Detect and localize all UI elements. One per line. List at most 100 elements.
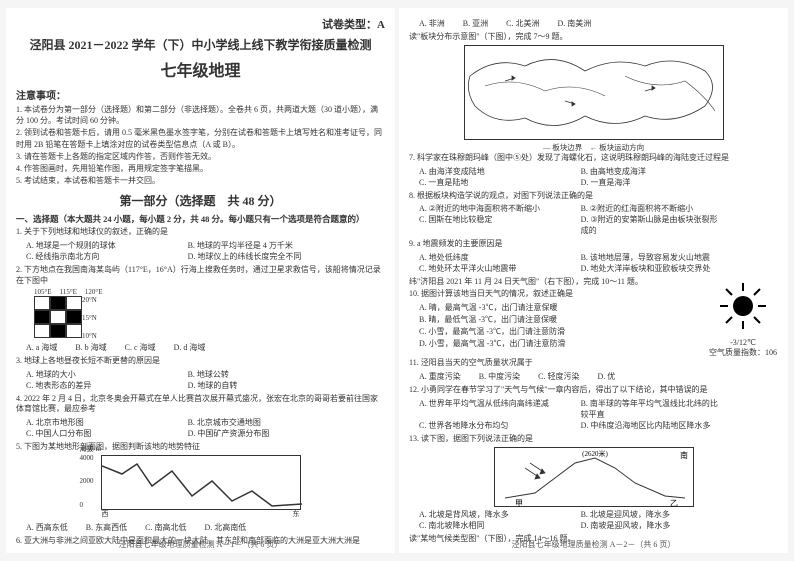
q3-options: A. 地球的大小 B. 地球公转 C. 地表形态的差异 D. 地球的自转 bbox=[26, 369, 385, 391]
q1-options: A. 地球是一个规则的球体 B. 地球的平均半径是 4 万千米 C. 经线指示南… bbox=[26, 240, 385, 262]
page-1-footer: 泾阳县七年级地理质量检测 A－1－（共 6 页） bbox=[6, 539, 395, 550]
q3-opt-c: C. 地表形态的差异 bbox=[26, 380, 170, 391]
q1-opt-c: C. 经线指示南北方向 bbox=[26, 251, 170, 262]
q6-opt-b: B. 亚洲 bbox=[463, 18, 488, 29]
svg-text:乙: 乙 bbox=[670, 499, 678, 508]
q12-options: A. 世界年平均气温从低纬向高纬递减 B. 南半球的等年平均气温线比北纬的比较平… bbox=[419, 398, 778, 431]
q7-opt-d: D. 一直是海洋 bbox=[581, 177, 725, 188]
q12-stem: 12. 小勇同学在春节学习了"天气与气候"一章内容后，得出了以下结论，其中错误的… bbox=[409, 385, 778, 396]
q4-opt-c: C. 中国人口分布图 bbox=[26, 428, 170, 439]
q2-opt-a: A. a 海域 bbox=[26, 342, 57, 353]
q5-opt-c: C. 南高北低 bbox=[145, 522, 186, 533]
notice-item: 1. 本试卷分为第一部分（选择题）和第二部分（非选择题）。全卷共 6 页，共两道… bbox=[16, 104, 385, 126]
q2-intro: 2. 下方地点在我国南海某岛屿（117°E，16°A）行海上搜救任务时，通过卫星… bbox=[16, 265, 385, 287]
y-axis-label: 海拔/m bbox=[80, 444, 101, 454]
grid-lon-1: 105°E bbox=[34, 288, 52, 296]
grid-lat-2: 15°N bbox=[82, 314, 97, 322]
q5-profile-chart: 4000 2000 0 海拔/m 西 东 bbox=[101, 455, 301, 510]
q10-opt-a: A. 晴，最高气温 -3℃，出门请注意保暖 bbox=[419, 302, 702, 313]
q1-opt-b: B. 地球的平均半径是 4 万千米 bbox=[188, 240, 332, 251]
q12-opt-b: B. 南半球的等年平均气温线比北纬的比较平直 bbox=[581, 398, 725, 420]
q13-options: A. 北坡是背风坡，降水多 B. 北坡是迎风坡，降水多 C. 南北坡降水相同 D… bbox=[419, 509, 778, 531]
peak-label: (2620米) bbox=[582, 449, 608, 458]
q4-stem: 4. 2022 年 2 月 4 日，北京冬奥会开幕式在单人比赛首次展开幕式盛况，… bbox=[16, 394, 385, 416]
q2-opt-d: D. d 海域 bbox=[174, 342, 206, 353]
q5-options: A. 西高东低 B. 东高西低 C. 南高北低 D. 北高南低 bbox=[26, 522, 385, 533]
q12-opt-d: D. 中纬度沿海地区比内陆地区降水多 bbox=[581, 420, 725, 431]
q9-opt-b: B. 该地地层薄，导致容易发火山地震 bbox=[581, 252, 725, 263]
q11-options: A. 重度污染 B. 中度污染 C. 轻度污染 D. 优 bbox=[419, 371, 778, 382]
q4-opt-a: A. 北京市地形图 bbox=[26, 417, 170, 428]
q1-opt-d: D. 地球仪上的纬线长度完全不同 bbox=[188, 251, 332, 262]
grid-lat-1: 20°N bbox=[82, 296, 97, 304]
weather-aqi: 空气质量指数：106 bbox=[708, 347, 778, 358]
weather-temp: -3/12℃ bbox=[708, 338, 778, 347]
q9-opt-d: D. 地处大洋岸板块和亚欧板块交界处 bbox=[581, 263, 725, 274]
q7-opt-a: A. 由海洋变成陆地 bbox=[419, 166, 563, 177]
q4-options: A. 北京市地形图 B. 北京城市交通地图 C. 中国人口分布图 D. 中国矿产… bbox=[26, 417, 385, 439]
q2-opt-c: C. c 海域 bbox=[125, 342, 156, 353]
q3-opt-a: A. 地球的大小 bbox=[26, 369, 170, 380]
q7-opt-c: C. 一直是陆地 bbox=[419, 177, 563, 188]
q10-intro: 纬"济阳县 2021 年 11 月 24 日天气图"（右下图），完成 10～11… bbox=[409, 277, 702, 288]
q8-opt-b: B. ②附近的红海面积将不断缩小 bbox=[581, 203, 725, 214]
q5-opt-b: B. 东高西低 bbox=[86, 522, 127, 533]
section-1-title: 第一部分（选择题 共 48 分） bbox=[16, 192, 385, 209]
page-2-footer: 泾阳县七年级地理质量检测 A－2－（共 6 页） bbox=[399, 539, 788, 550]
q10-opt-d: D. 小雪，最高气温 -3℃，出门请注意防滑 bbox=[419, 338, 702, 349]
q1-stem: 1. 关于下列地球和地球仪的叙述，正确的是 bbox=[16, 227, 385, 238]
q10-opt-c: C. 小雪，最高气温 -3℃，出门请注意防滑 bbox=[419, 326, 702, 337]
q11-opt-c: C. 轻度污染 bbox=[538, 371, 579, 382]
q12-opt-c: C. 世界各地降水分布均匀 bbox=[419, 420, 563, 431]
q2-opt-b: B. b 海域 bbox=[75, 342, 106, 353]
q8-stem: 8. 根据板块构造学说的观点，对图下列说法正确的是 bbox=[409, 191, 778, 202]
profile-line bbox=[102, 456, 302, 511]
q11-opt-d: D. 优 bbox=[597, 371, 615, 382]
notice-item: 5. 考试结束，本试卷和答题卡一并交回。 bbox=[16, 175, 385, 186]
notice-item: 4. 作答图画时，先用铅笔作图，再用规定签字笔描黑。 bbox=[16, 163, 385, 174]
q8-opt-d: D. ③附近的安第斯山脉是由板块张裂形成的 bbox=[581, 214, 725, 236]
plate-map-note: 读"板块分布示意图"（下图），完成 7～9 题。 bbox=[409, 32, 778, 43]
y-tick-2000: 2000 bbox=[80, 477, 94, 485]
q6-opt-d: D. 南美洲 bbox=[557, 18, 591, 29]
page-2: A. 非洲 B. 亚洲 C. 北美洲 D. 南美洲 读"板块分布示意图"（下图）… bbox=[399, 8, 788, 553]
page-1: 试卷类型：A 泾阳县 2021－2022 学年（下）中小学线上线下教学衔接质量检… bbox=[6, 8, 395, 553]
q11-opt-b: B. 中度污染 bbox=[479, 371, 520, 382]
q4-opt-d: D. 中国矿产资源分布图 bbox=[188, 428, 332, 439]
q3-opt-b: B. 地球公转 bbox=[188, 369, 332, 380]
grid-lon-2: 115°E bbox=[60, 288, 77, 296]
header-subject: 七年级地理 bbox=[16, 57, 385, 81]
q7-opt-b: B. 由高地变成海洋 bbox=[581, 166, 725, 177]
q6-options: A. 非洲 B. 亚洲 C. 北美洲 D. 南美洲 bbox=[419, 18, 778, 29]
q13-opt-c: C. 南北坡降水相同 bbox=[419, 520, 563, 531]
svg-text:南: 南 bbox=[680, 450, 688, 460]
notice-item: 2. 领到试卷和答题卡后，请用 0.5 毫米黑色墨水签字笔，分别在试卷和答题卡上… bbox=[16, 127, 385, 149]
q10-stem: 10. 据图计算该地当日天气的情况，叙述正确是 bbox=[409, 289, 702, 300]
q6-opt-a: A. 非洲 bbox=[419, 18, 445, 29]
sun-icon bbox=[718, 281, 768, 331]
q13-opt-b: B. 北坡是迎风坡，降水多 bbox=[581, 509, 725, 520]
q10-opt-b: B. 晴，最低气温 -3℃，出门请注意保暖 bbox=[419, 314, 702, 325]
grid-cells bbox=[34, 296, 82, 340]
q8-opt-a: A. ②附近的地中海面积将不断缩小 bbox=[419, 203, 563, 214]
q9-opt-c: C. 地处环太平洋火山地震带 bbox=[419, 263, 563, 274]
grid-lat-3: 10°N bbox=[82, 332, 97, 340]
y-tick-0: 0 bbox=[80, 501, 94, 509]
q2-options: A. a 海域 B. b 海域 C. c 海域 D. d 海域 bbox=[26, 342, 385, 353]
notice-heading: 注意事项： bbox=[16, 87, 385, 102]
q5-stem: 5. 下图为某地地形剖面图，据图判断该地的地势特征 bbox=[16, 442, 385, 453]
q4-opt-b: B. 北京城市交通地图 bbox=[188, 417, 332, 428]
plate-legend: — 板块边界 ← 板块运动方向 bbox=[409, 142, 778, 153]
weather-figure: -3/12℃ 空气质量指数：106 bbox=[708, 277, 778, 358]
svg-text:甲: 甲 bbox=[515, 499, 523, 508]
q12-opt-a: A. 世界年平均气温从低纬向高纬递减 bbox=[419, 398, 563, 420]
plate-map bbox=[464, 45, 724, 140]
q5-opt-a: A. 西高东低 bbox=[26, 522, 68, 533]
q7-options: A. 由海洋变成陆地 B. 由高地变成海洋 C. 一直是陆地 D. 一直是海洋 bbox=[419, 166, 778, 188]
y-tick-4000: 4000 bbox=[80, 454, 94, 462]
q13-opt-a: A. 北坡是背风坡，降水多 bbox=[419, 509, 563, 520]
q13-stem: 13. 读下图，据图下列说法正确的是 bbox=[409, 434, 778, 445]
q1-opt-a: A. 地球是一个规则的球体 bbox=[26, 240, 170, 251]
q3-stem: 3. 地球上各地昼夜长短不断更替的原因是 bbox=[16, 356, 385, 367]
x-west: 西 bbox=[102, 509, 109, 519]
